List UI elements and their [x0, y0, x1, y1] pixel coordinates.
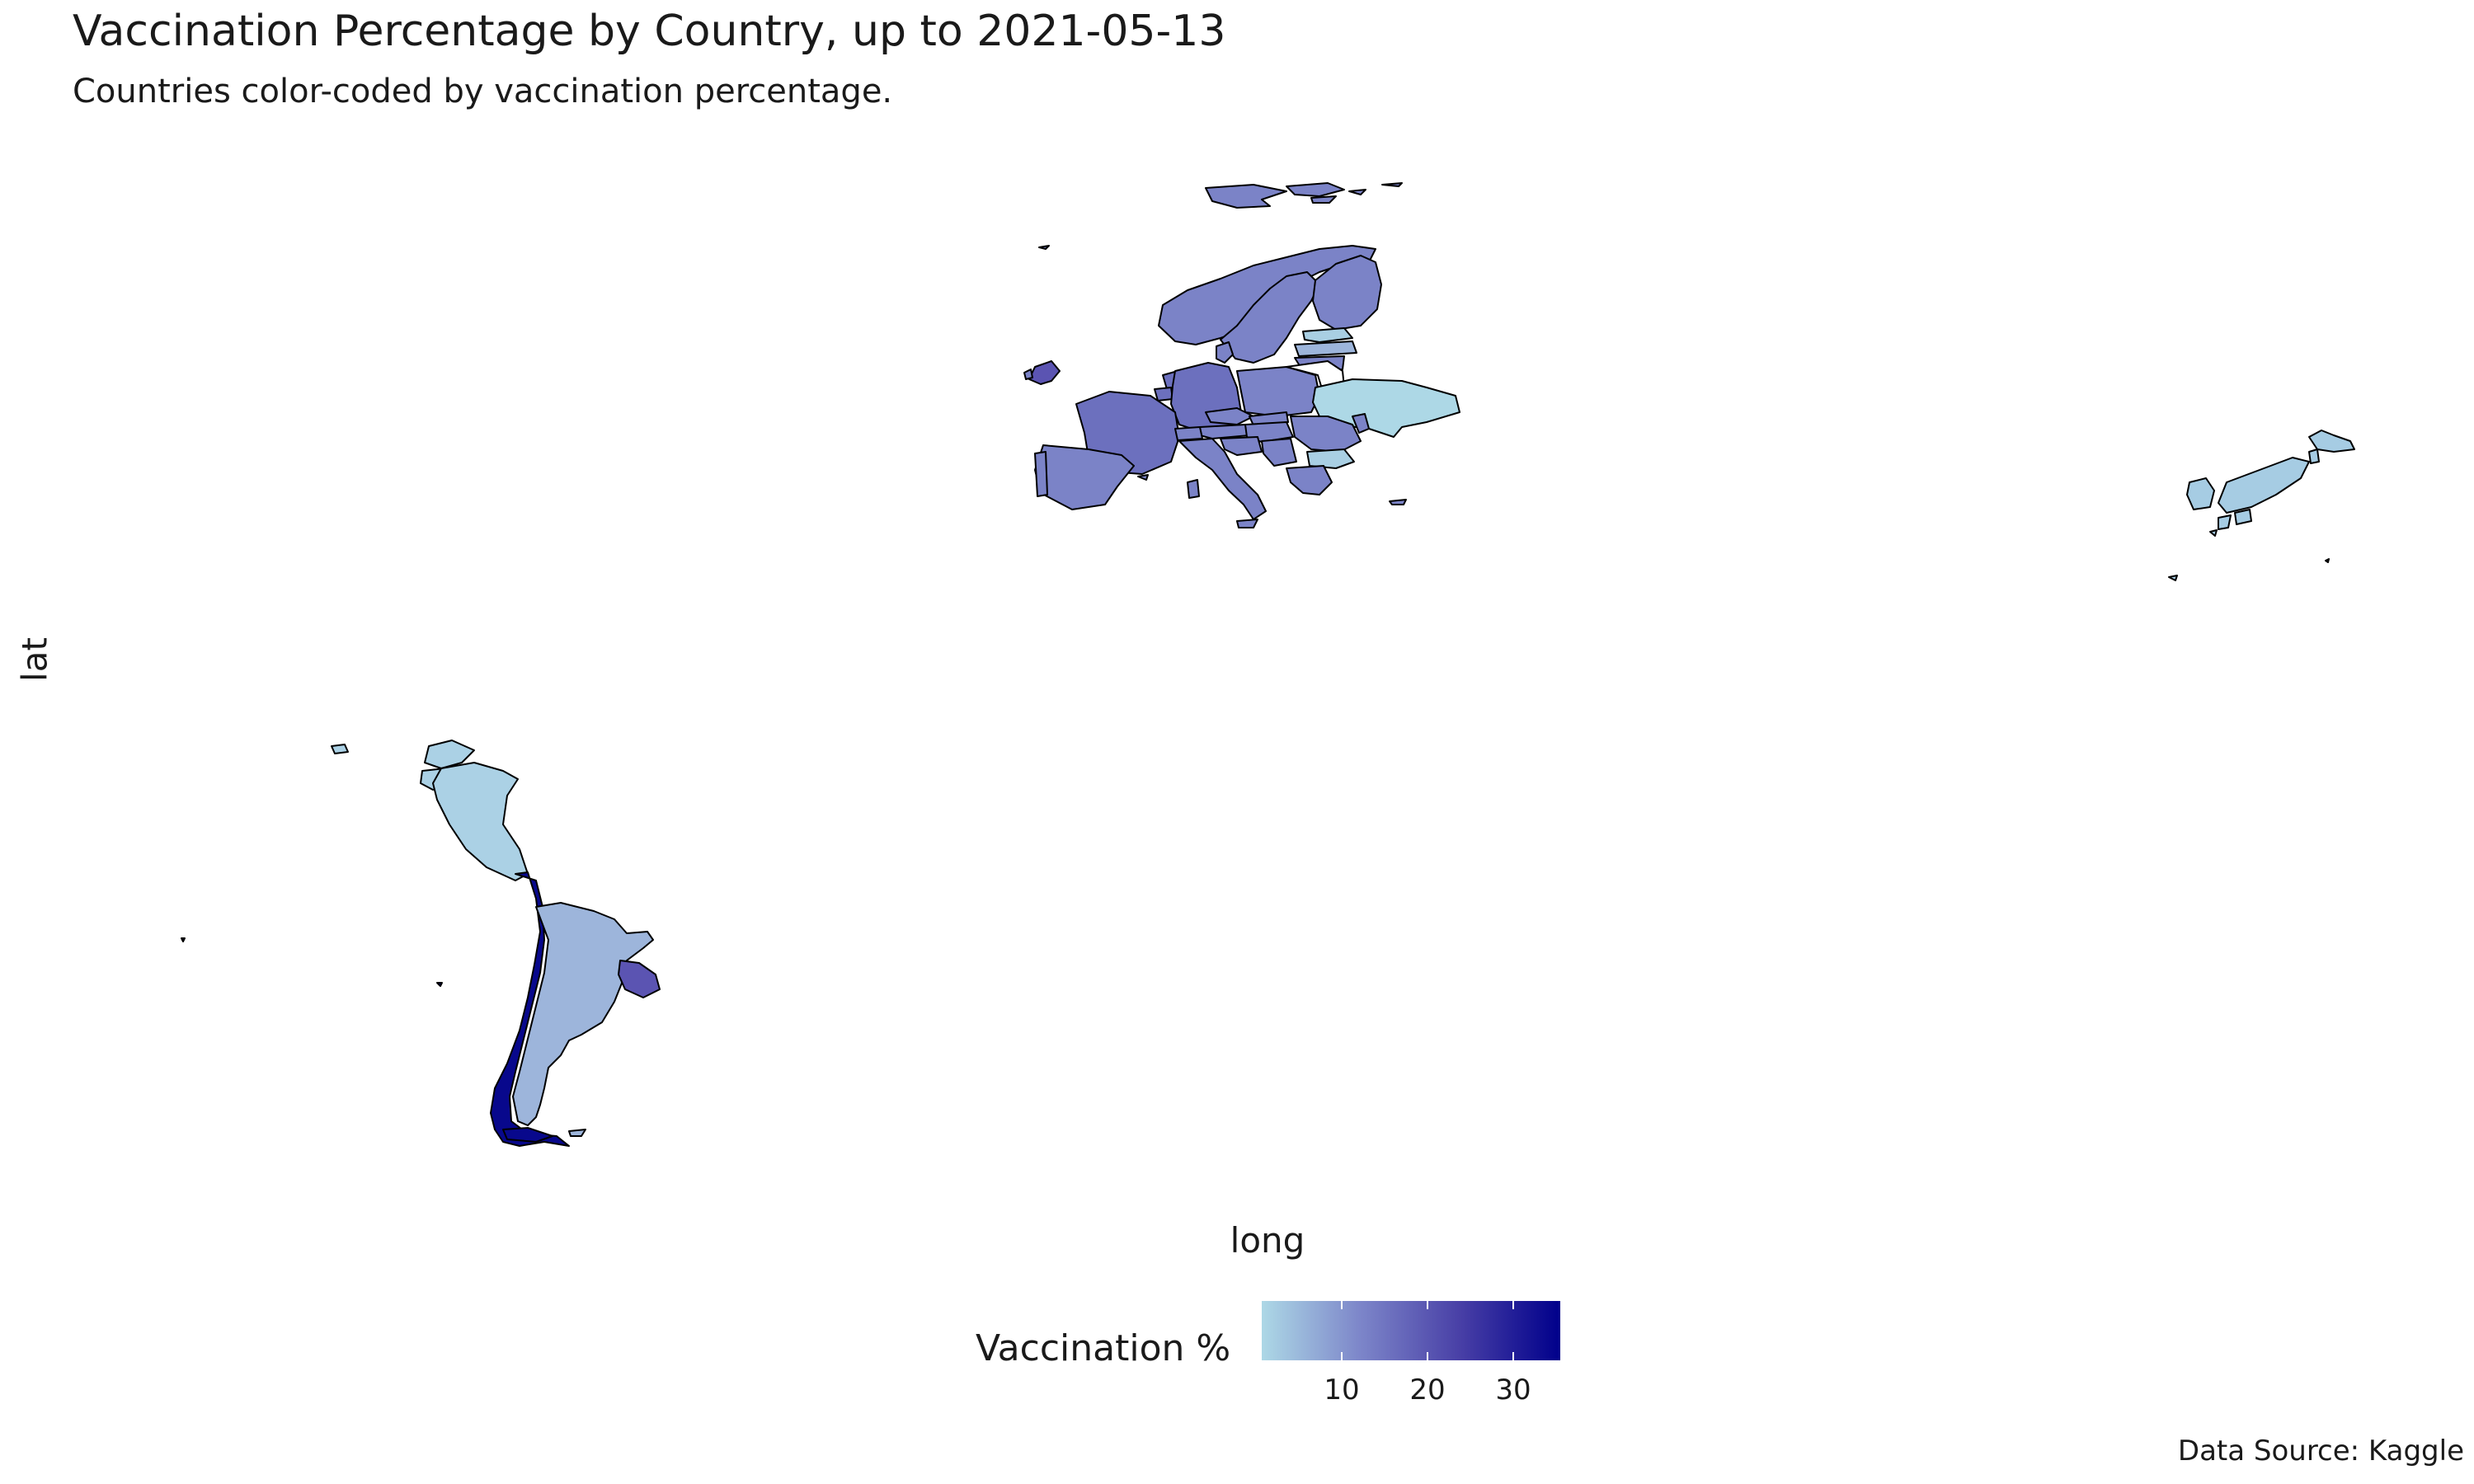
country-denmark[interactable] — [1216, 341, 1234, 364]
legend-tick-mark — [1427, 1352, 1428, 1360]
country-japan[interactable] — [2168, 430, 2355, 581]
island-falklands[interactable] — [568, 1129, 586, 1137]
data-source-caption: Data Source: Kaggle — [2177, 1435, 2464, 1468]
island-sardinia[interactable] — [1187, 479, 1200, 499]
legend-tick-label: 20 — [1409, 1374, 1446, 1407]
legend-tick-mark — [1341, 1352, 1343, 1360]
island-balearic[interactable] — [1137, 474, 1149, 481]
map-title: Vaccination Percentage by Country, up to… — [73, 7, 1226, 56]
country-moldova[interactable] — [1352, 413, 1370, 434]
country-poland[interactable] — [1236, 366, 1320, 417]
legend-title: Vaccination % — [976, 1327, 1231, 1369]
island-crete[interactable] — [1389, 499, 1407, 505]
legend-colorbar — [1262, 1301, 1560, 1360]
country-croatia[interactable] — [1220, 436, 1263, 456]
country-peru[interactable] — [432, 762, 529, 881]
legend-tick-mark — [1427, 1301, 1428, 1309]
country-ireland[interactable] — [1023, 369, 1033, 380]
country-argentina[interactable] — [512, 902, 654, 1126]
country-austria[interactable] — [1199, 424, 1250, 439]
legend-tick-mark — [1512, 1301, 1514, 1309]
country-romania[interactable] — [1290, 416, 1362, 453]
country-finland[interactable] — [1312, 255, 1382, 331]
country-uruguay[interactable] — [618, 960, 661, 998]
island-juan-fernandez[interactable] — [436, 982, 443, 987]
x-axis-label: long — [1230, 1220, 1305, 1261]
island-galapagos[interactable] — [331, 744, 349, 754]
legend-tick-mark — [1341, 1301, 1343, 1309]
country-latvia[interactable] — [1294, 340, 1357, 357]
map-subtitle: Countries color-coded by vaccination per… — [73, 73, 893, 110]
country-portugal[interactable] — [1034, 451, 1048, 497]
island-tierra-del-fuego[interactable] — [502, 1127, 553, 1143]
legend-tick-label: 10 — [1324, 1374, 1360, 1407]
country-spain[interactable] — [1034, 444, 1135, 510]
country-estonia[interactable] — [1302, 327, 1353, 343]
country-united-kingdom[interactable] — [1028, 360, 1061, 385]
country-belgium[interactable] — [1154, 387, 1174, 402]
legend-tick-label: 30 — [1495, 1374, 1531, 1407]
island-sicily[interactable] — [1236, 519, 1258, 528]
country-switzerland[interactable] — [1174, 426, 1203, 441]
country-bulgaria[interactable] — [1306, 448, 1355, 469]
country-colombia[interactable] — [424, 740, 475, 769]
country-czechia[interactable] — [1205, 407, 1254, 425]
country-greece[interactable] — [1286, 465, 1333, 495]
country-south-korea[interactable] — [2186, 477, 2215, 510]
island-easter[interactable] — [181, 937, 186, 942]
country-serbia[interactable] — [1261, 438, 1297, 467]
svalbard-region — [1038, 182, 1403, 250]
legend-tick-mark — [1512, 1352, 1514, 1360]
country-chile[interactable] — [490, 871, 570, 1147]
country-italy[interactable] — [1178, 438, 1267, 520]
